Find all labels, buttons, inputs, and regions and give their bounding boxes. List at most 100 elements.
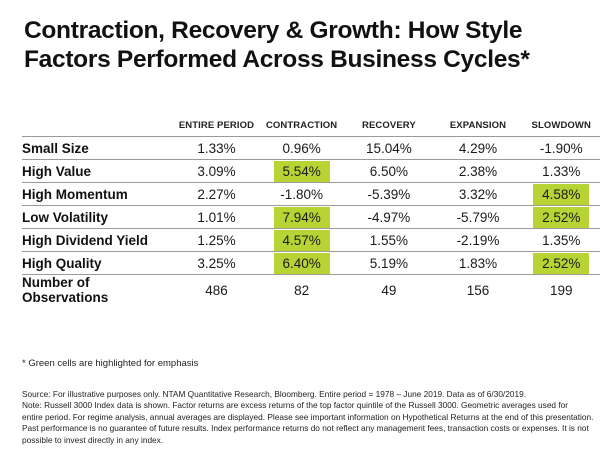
cell-value: 486 [205,282,228,298]
cell-value: 2.38% [458,163,498,179]
value-cell: 5.19% [344,251,434,275]
value-cell: 3.25% [174,251,259,275]
value-cell: 1.01% [174,205,259,229]
column-header-label [22,114,175,137]
value-cell: 486 [174,275,259,306]
cell-value: 82 [294,282,310,298]
value-cell: 199 [522,275,600,306]
title-line-1: Contraction, Recovery & Growth: How Styl… [24,17,523,44]
source-line: Source: For illustrative purposes only. … [22,389,527,399]
cell-value: -5.39% [367,186,411,202]
value-cell: 6.50% [344,159,434,183]
cell-value: 2.52% [533,206,590,228]
cell-value: 4.58% [533,183,590,205]
cell-value: -4.97% [367,209,411,225]
cell-value: 15.04% [366,140,412,156]
value-cell: 3.32% [433,182,523,206]
row-label: High Value [22,159,175,183]
value-cell: 82 [259,275,345,306]
cell-value: 3.09% [197,163,236,179]
cell-value: 1.33% [197,140,236,156]
cell-value: 156 [466,282,490,298]
cell-value: 3.32% [458,186,498,202]
value-cell: 156 [433,275,522,306]
cell-value: 0.96% [282,140,321,156]
cell-value: 6.40% [273,252,330,274]
table-row: Number of Observations 486 82 49 156 199 [22,275,600,306]
value-cell: -4.97% [344,205,434,229]
value-cell: 4.29% [433,136,523,160]
column-header-expansion: EXPANSION [433,114,523,137]
row-label: Small Size [22,136,175,160]
value-cell: 1.35% [522,228,600,252]
value-cell: -5.79% [433,205,523,229]
value-cell: 0.96% [258,136,345,160]
value-cell: 2.27% [174,182,259,206]
source-note: Source: For illustrative purposes only. … [22,389,594,446]
cell-value: 1.83% [458,255,498,271]
value-cell: -5.39% [344,182,434,206]
page-title: Contraction, Recovery & Growth: How Styl… [24,16,584,74]
row-label: Number of Observations [22,275,109,305]
highlighted-value-cell: 7.94% [258,205,345,229]
table-header-row: ENTIRE PERIOD CONTRACTION RECOVERY EXPAN… [22,114,600,137]
cell-value: 1.25% [197,232,236,248]
cell-value: 2.52% [533,252,590,274]
highlighted-value-cell: 6.40% [258,251,345,275]
highlighted-value-cell: 2.52% [522,205,600,229]
cell-value: 6.50% [369,163,409,179]
value-cell: 49 [344,275,433,306]
cell-value: 5.54% [273,160,330,182]
source-line: Past performance is no guarantee of futu… [22,423,589,434]
cell-value: 4.29% [458,140,498,156]
cell-value: -1.90% [539,140,583,156]
cell-value: 49 [381,282,397,298]
table-row: High Dividend Yield 1.25% 4.57% 1.55% -2.19%… [22,228,600,252]
title-line-2: Factors Performed Across Business Cycles… [24,46,530,73]
cell-value: 1.55% [369,232,409,248]
table-row: High Quality 3.25% 6.40% 5.19% 1.83% 2.52% [22,251,600,275]
cell-value: -5.79% [456,209,500,225]
table-row: High Value 3.09% 5.54% 6.50% 2.38% 1.33% [22,159,600,183]
column-header-recovery: RECOVERY [344,114,434,137]
value-cell: 1.55% [344,228,434,252]
table-row: Low Volatility 1.01% 7.94% -4.97% -5.79% 2.52… [22,205,600,229]
highlighted-value-cell: 5.54% [258,159,345,183]
source-line: entire period. For regime analysis, annu… [22,411,594,422]
column-header-slowdown: SLOWDOWN [522,114,600,137]
column-header-entire-period: ENTIRE PERIOD [174,114,259,137]
value-cell: 2.38% [433,159,523,183]
value-cell: -2.19% [433,228,523,252]
column-header-contraction: CONTRACTION [258,114,345,137]
highlight-footnote: * Green cells are highlighted for emphas… [22,358,199,369]
highlighted-value-cell: 4.57% [258,228,345,252]
value-cell: 3.09% [174,159,259,183]
value-cell: 1.33% [174,136,259,160]
cell-value: 4.57% [273,229,330,251]
value-cell: 1.83% [433,251,523,275]
value-cell: 1.25% [174,228,259,252]
cell-value: 2.27% [197,186,236,202]
row-label: High Dividend Yield [22,228,175,252]
value-cell: 1.33% [522,159,600,183]
factor-performance-table: ENTIRE PERIOD CONTRACTION RECOVERY EXPAN… [22,114,600,305]
cell-value: 1.01% [197,209,236,225]
cell-value: 7.94% [273,206,330,228]
value-cell: -1.90% [522,136,600,160]
table-body: Small Size 1.33% 0.96% 15.04% 4.29% -1.90% Hig… [22,136,600,306]
table-row: Small Size 1.33% 0.96% 15.04% 4.29% -1.90% [22,136,600,160]
row-label: High Quality [22,251,175,275]
cell-value: -1.80% [280,186,324,202]
highlighted-value-cell: 2.52% [522,251,600,275]
cell-value: -2.19% [456,232,500,248]
cell-value: 5.19% [369,255,409,271]
cell-value: 3.25% [197,255,236,271]
source-line: Note: Russell 3000 Index data is shown. … [22,400,569,411]
row-label: High Momentum [22,182,175,206]
cell-value: 1.35% [542,232,581,248]
source-line: possible to invest directly in any index… [22,434,164,445]
value-cell: -1.80% [258,182,345,206]
highlighted-value-cell: 4.58% [522,182,600,206]
cell-value: 1.33% [542,163,581,179]
row-label: Low Volatility [22,205,175,229]
